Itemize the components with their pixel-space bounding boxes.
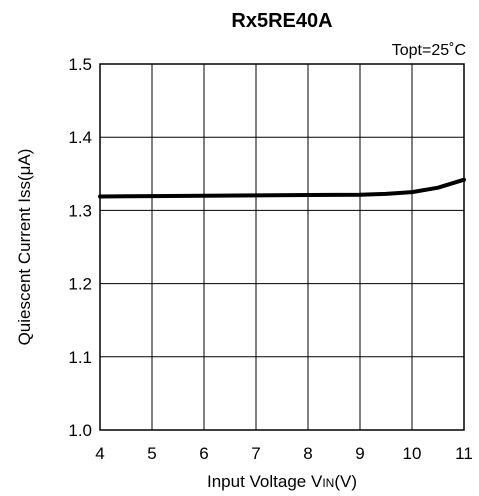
y-tick-label: 1.5 xyxy=(68,55,92,74)
y-tick-label: 1.3 xyxy=(68,201,92,220)
grid xyxy=(100,64,464,430)
x-tick-label: 9 xyxy=(355,444,364,463)
x-axis-label-subscript: IN xyxy=(322,476,334,490)
x-tick-label: 10 xyxy=(403,444,422,463)
x-tick-label: 4 xyxy=(95,444,104,463)
condition-label: Topt=25˚C xyxy=(392,42,466,59)
x-tick-label: 11 xyxy=(455,444,473,463)
x-axis-label: Input Voltage VIN(V) xyxy=(207,472,357,491)
series-line xyxy=(98,177,466,199)
x-axis-label-suffix: (V) xyxy=(334,472,357,491)
x-tick-label: 5 xyxy=(147,444,156,463)
y-axis-label: Quiescent Current Iss(μA) xyxy=(15,149,34,346)
x-tick-label: 6 xyxy=(199,444,208,463)
y-tick-label: 1.0 xyxy=(68,421,92,440)
x-tick-labels: 4 5 6 7 8 9 10 11 xyxy=(95,444,473,463)
y-tick-label: 1.4 xyxy=(68,128,92,147)
y-tick-label: 1.1 xyxy=(68,348,92,367)
y-tick-label: 1.2 xyxy=(68,275,92,294)
x-tick-label: 7 xyxy=(251,444,260,463)
plot-area-frame xyxy=(99,63,465,431)
y-tick-labels: 1.0 1.1 1.2 1.3 1.4 1.5 xyxy=(68,55,92,440)
chart-title: Rx5RE40A xyxy=(231,10,332,32)
x-axis-label-prefix: Input Voltage V xyxy=(207,472,323,491)
x-tick-label: 8 xyxy=(303,444,312,463)
